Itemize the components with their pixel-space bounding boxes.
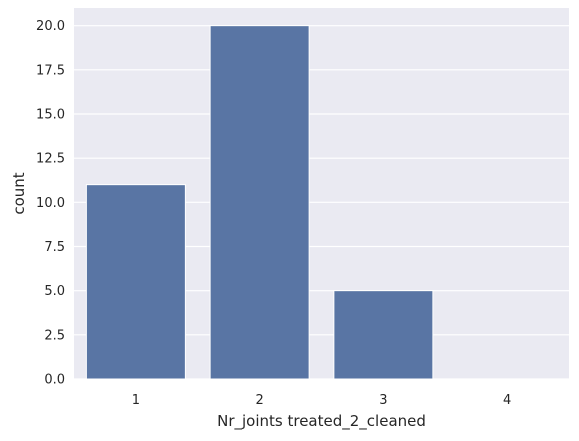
y-tick-label: 0.0: [44, 373, 65, 388]
y-tick-label: 20.0: [36, 19, 65, 34]
y-tick-label: 12.5: [36, 152, 65, 167]
y-tick-label: 17.5: [36, 63, 65, 78]
x-tick-label: 4: [503, 393, 511, 408]
y-tick-label: 15.0: [36, 108, 65, 123]
x-axis-label: Nr_joints treated_2_cleaned: [217, 412, 426, 431]
bars: [85, 25, 434, 380]
x-tick-labels: 1 2 3 4: [132, 393, 512, 408]
bar-3: [333, 290, 434, 380]
y-tick-label: 2.5: [44, 328, 65, 343]
bar-1: [85, 184, 186, 380]
y-tick-labels: 0.0 2.5 5.0 7.5 10.0 12.5 15.0 17.5 20.0: [36, 19, 65, 387]
bar-2: [209, 25, 310, 380]
y-tick-label: 7.5: [44, 240, 65, 255]
y-tick-label: 10.0: [36, 196, 65, 211]
x-tick-label: 2: [255, 393, 263, 408]
x-tick-label: 1: [132, 393, 140, 408]
y-tick-label: 5.0: [44, 284, 65, 299]
y-axis-label: count: [10, 172, 28, 214]
x-tick-label: 3: [379, 393, 387, 408]
